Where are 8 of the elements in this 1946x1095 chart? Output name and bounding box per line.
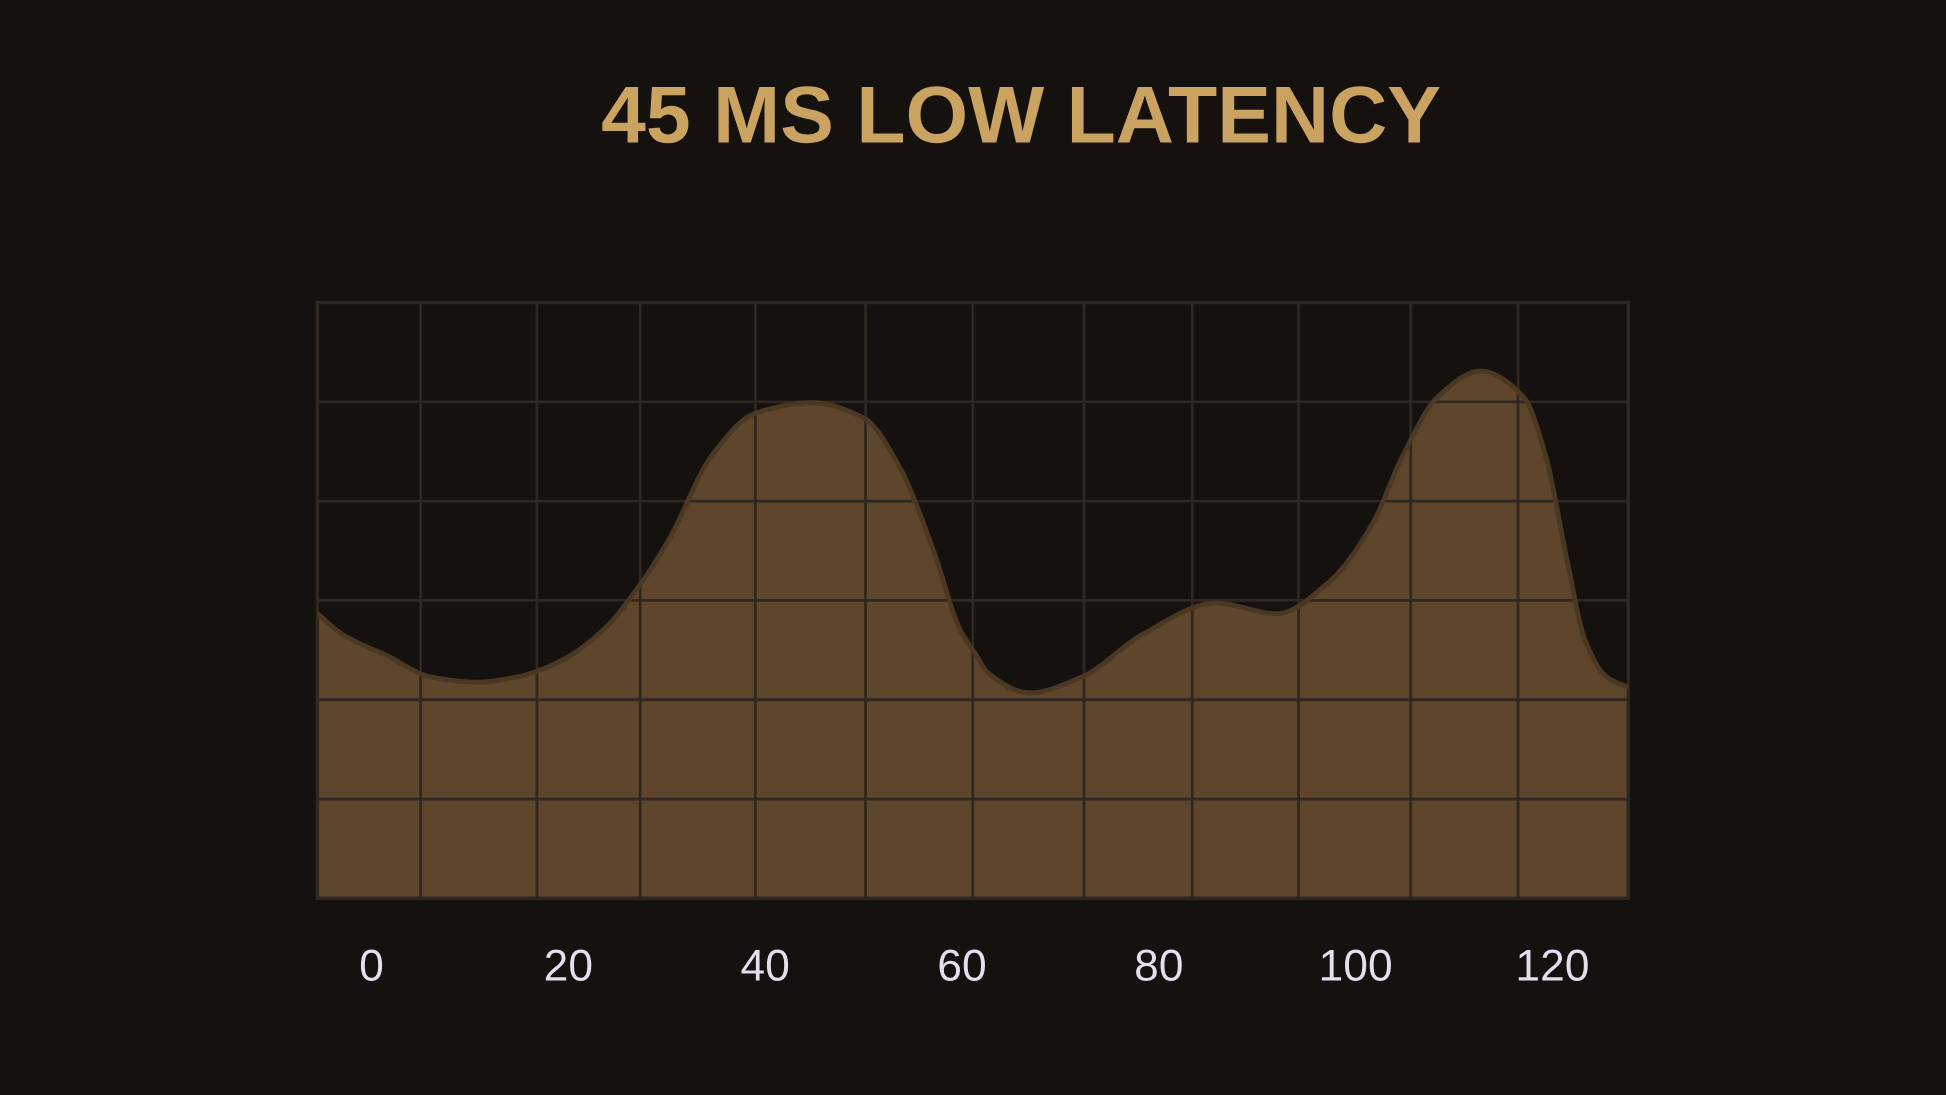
- x-tick-label: 100: [1321, 949, 1391, 981]
- x-tick-label: 0: [360, 949, 383, 981]
- chart-title: 45 MS LOW LATENCY: [602, 86, 1440, 144]
- x-tick-label: 40: [741, 949, 789, 981]
- x-tick-label: 20: [545, 949, 592, 981]
- x-tick-label: 120: [1518, 949, 1588, 981]
- x-tick-label: 60: [939, 949, 985, 981]
- x-tick-label: 80: [1136, 949, 1182, 981]
